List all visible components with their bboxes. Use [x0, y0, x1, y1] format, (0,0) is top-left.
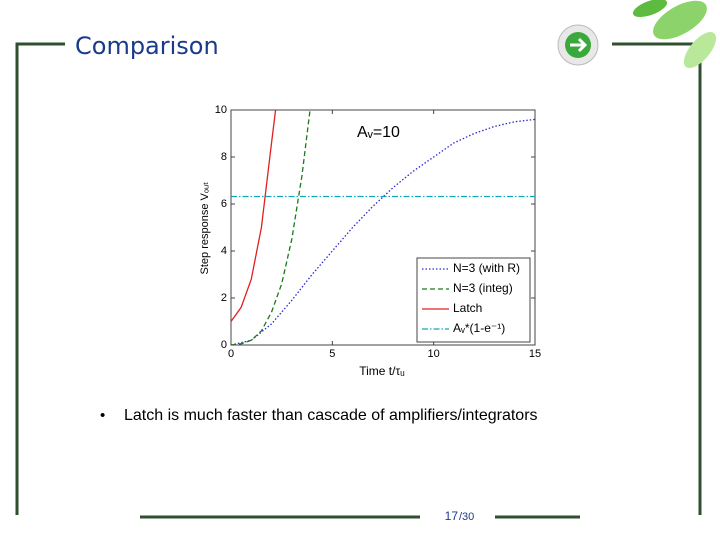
x-tick-label: 5 — [329, 348, 335, 360]
page-total: /30 — [459, 511, 474, 523]
series-line — [231, 110, 277, 322]
leaf-decoration — [632, 0, 717, 69]
legend-label: N=3 (integ) — [453, 281, 513, 295]
frame-left — [15, 42, 65, 515]
bullet-text: Latch is much faster than cascade of amp… — [124, 407, 538, 424]
legend-label: Latch — [453, 301, 482, 315]
y-tick-label: 6 — [221, 198, 227, 210]
y-tick-label: 10 — [215, 104, 227, 116]
y-tick-label: 8 — [221, 151, 227, 163]
next-button[interactable] — [557, 24, 599, 66]
bullet-dot: • — [100, 407, 105, 424]
series-line — [231, 110, 311, 345]
x-axis-label: Time t/τᵤ — [359, 364, 405, 378]
slide-title: Comparison — [75, 32, 219, 60]
x-tick-label: 15 — [529, 348, 541, 360]
y-tick-label: 4 — [221, 245, 227, 257]
legend-box — [416, 257, 531, 343]
y-tick-label: 2 — [221, 292, 227, 304]
page-number: 17 — [445, 509, 459, 523]
annotation: Aᵥ=10 — [357, 124, 400, 141]
legend-label: N=3 (with R) — [453, 261, 520, 275]
legend-label: Aᵥ*(1-e⁻¹) — [453, 321, 505, 335]
x-tick-label: 10 — [428, 348, 440, 360]
y-tick-label: 0 — [221, 339, 227, 351]
frame-right — [612, 42, 702, 515]
y-axis-label: Step response Vₒᵤₜ — [199, 182, 211, 275]
x-tick-label: 0 — [228, 348, 234, 360]
